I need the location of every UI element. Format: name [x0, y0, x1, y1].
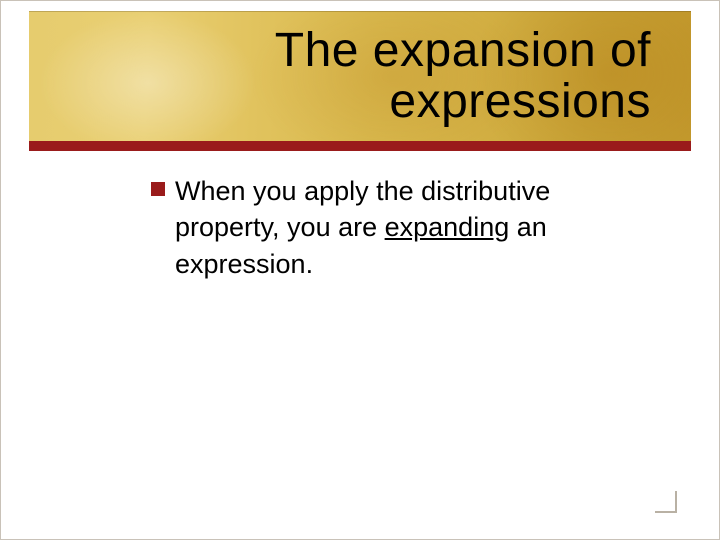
title-line-1: The expansion of — [275, 26, 651, 76]
title-band: The expansion of expressions — [29, 11, 691, 141]
accent-bar — [29, 141, 691, 151]
body-area: When you apply the distributive property… — [151, 173, 639, 282]
bullet-text-underlined: expanding — [385, 212, 510, 242]
corner-mark-icon — [655, 491, 677, 513]
title-line-2: expressions — [389, 77, 651, 127]
square-bullet-icon — [151, 182, 165, 196]
bullet-item: When you apply the distributive property… — [151, 173, 639, 282]
slide: The expansion of expressions When you ap… — [0, 0, 720, 540]
slide-title: The expansion of expressions — [29, 12, 651, 141]
bullet-text: When you apply the distributive property… — [175, 173, 639, 282]
